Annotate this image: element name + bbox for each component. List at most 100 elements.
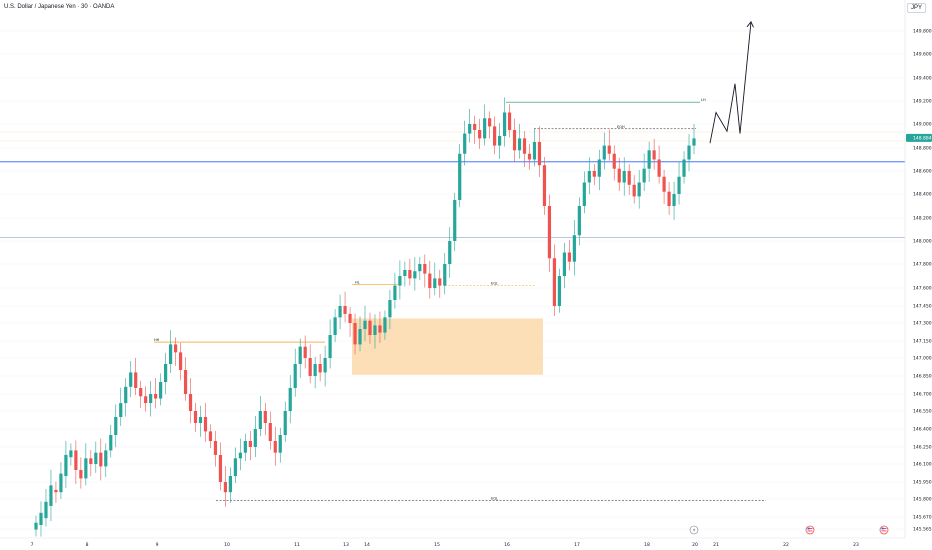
- candle: [632, 175, 636, 204]
- candle-body: [692, 138, 696, 146]
- price-tick-label: 149.000: [913, 122, 932, 128]
- candle-body: [413, 271, 417, 279]
- candle: [248, 430, 252, 461]
- candle: [134, 358, 138, 396]
- us-flag-icon[interactable]: [879, 525, 889, 535]
- current-price-label: 148.884: [913, 136, 932, 142]
- candle-body: [54, 489, 58, 493]
- candle-body: [39, 512, 43, 525]
- candle: [657, 145, 661, 184]
- candle-body: [99, 452, 103, 467]
- candle: [193, 402, 198, 432]
- candle: [273, 426, 277, 466]
- candle: [592, 164, 596, 186]
- candle: [667, 182, 671, 215]
- candle-body: [682, 159, 686, 177]
- candle: [253, 416, 257, 457]
- candle: [124, 378, 128, 417]
- candle-body: [188, 394, 193, 411]
- candle: [582, 171, 586, 214]
- candle: [298, 338, 302, 378]
- candle-body: [258, 411, 262, 429]
- price-tick-label: 147.300: [913, 321, 932, 327]
- candle: [168, 330, 173, 373]
- candle: [373, 314, 377, 349]
- candle: [517, 124, 522, 159]
- candle-body: [203, 417, 208, 432]
- candle-body: [418, 264, 422, 272]
- candle-body: [612, 153, 616, 169]
- candle-body: [89, 458, 93, 464]
- time-tick-label: 21: [713, 542, 719, 548]
- candle-body: [478, 130, 482, 139]
- candle-body: [69, 450, 73, 458]
- candle-body: [497, 136, 502, 146]
- event-icons: [689, 525, 889, 535]
- candle: [323, 345, 327, 387]
- candle: [502, 97, 507, 147]
- candle: [154, 378, 158, 409]
- candle-body: [388, 300, 392, 318]
- candle: [488, 111, 492, 139]
- arrow-head: [746, 20, 754, 28]
- us-flag-icon[interactable]: [805, 525, 815, 535]
- candle: [159, 373, 163, 406]
- candle-body: [577, 206, 581, 236]
- candlesticks: [34, 97, 696, 537]
- candle: [512, 118, 517, 163]
- candle-body: [662, 176, 666, 192]
- candle-body: [373, 325, 377, 335]
- candle-body: [667, 191, 671, 206]
- candle-body: [94, 452, 98, 464]
- candle-body: [119, 403, 123, 417]
- chart-title: U.S. Dollar / Japanese Yen · 30 · OANDA: [4, 4, 115, 10]
- candle-body: [178, 352, 183, 370]
- price-axis[interactable]: 149.800 149.600 149.400 149.200 149.000 148.8…: [913, 29, 932, 533]
- candle: [293, 348, 297, 397]
- candle: [577, 197, 581, 246]
- candle-body: [263, 411, 267, 423]
- candle: [283, 401, 287, 443]
- chart-grid: [0, 30, 905, 530]
- candle: [198, 405, 203, 437]
- candle: [418, 257, 422, 281]
- currency-button[interactable]: JPY: [906, 3, 926, 13]
- candle-body: [537, 142, 542, 166]
- candle-body: [218, 454, 223, 482]
- time-axis[interactable]: 7 8 9 10 11 13 14 15 16 17 18 20 21 22 23: [31, 542, 859, 548]
- price-tick-label: 149.400: [913, 76, 932, 82]
- candle-body: [159, 382, 163, 399]
- candle-body: [273, 441, 277, 453]
- candle: [448, 227, 452, 278]
- candle-body: [552, 258, 557, 306]
- candle-body: [303, 346, 307, 358]
- candle: [233, 447, 237, 484]
- candle: [567, 240, 571, 271]
- candle: [59, 462, 63, 499]
- candle: [328, 319, 332, 369]
- candle: [473, 115, 477, 144]
- candle-body: [507, 112, 512, 130]
- candle: [343, 291, 347, 323]
- candle: [223, 466, 228, 507]
- candle-body: [323, 358, 327, 373]
- candle-body: [547, 206, 552, 259]
- candle-body: [567, 252, 571, 262]
- candle-body: [527, 153, 532, 160]
- candle: [94, 441, 98, 473]
- price-tick-label: 146.700: [913, 392, 932, 398]
- candle-body: [288, 388, 292, 411]
- candle-body: [278, 435, 282, 453]
- price-tick-label: 146.400: [913, 427, 932, 433]
- candle: [333, 309, 337, 343]
- candle: [44, 489, 48, 527]
- candle-body: [74, 450, 78, 470]
- candle: [622, 157, 626, 196]
- price-tick-label: 148.400: [913, 192, 932, 198]
- time-tick-label: 14: [364, 542, 370, 548]
- candle: [617, 157, 621, 192]
- price-levels: LH EQH EQL EQL HH HL: [0, 98, 905, 501]
- candle: [188, 378, 193, 424]
- candle: [318, 354, 322, 382]
